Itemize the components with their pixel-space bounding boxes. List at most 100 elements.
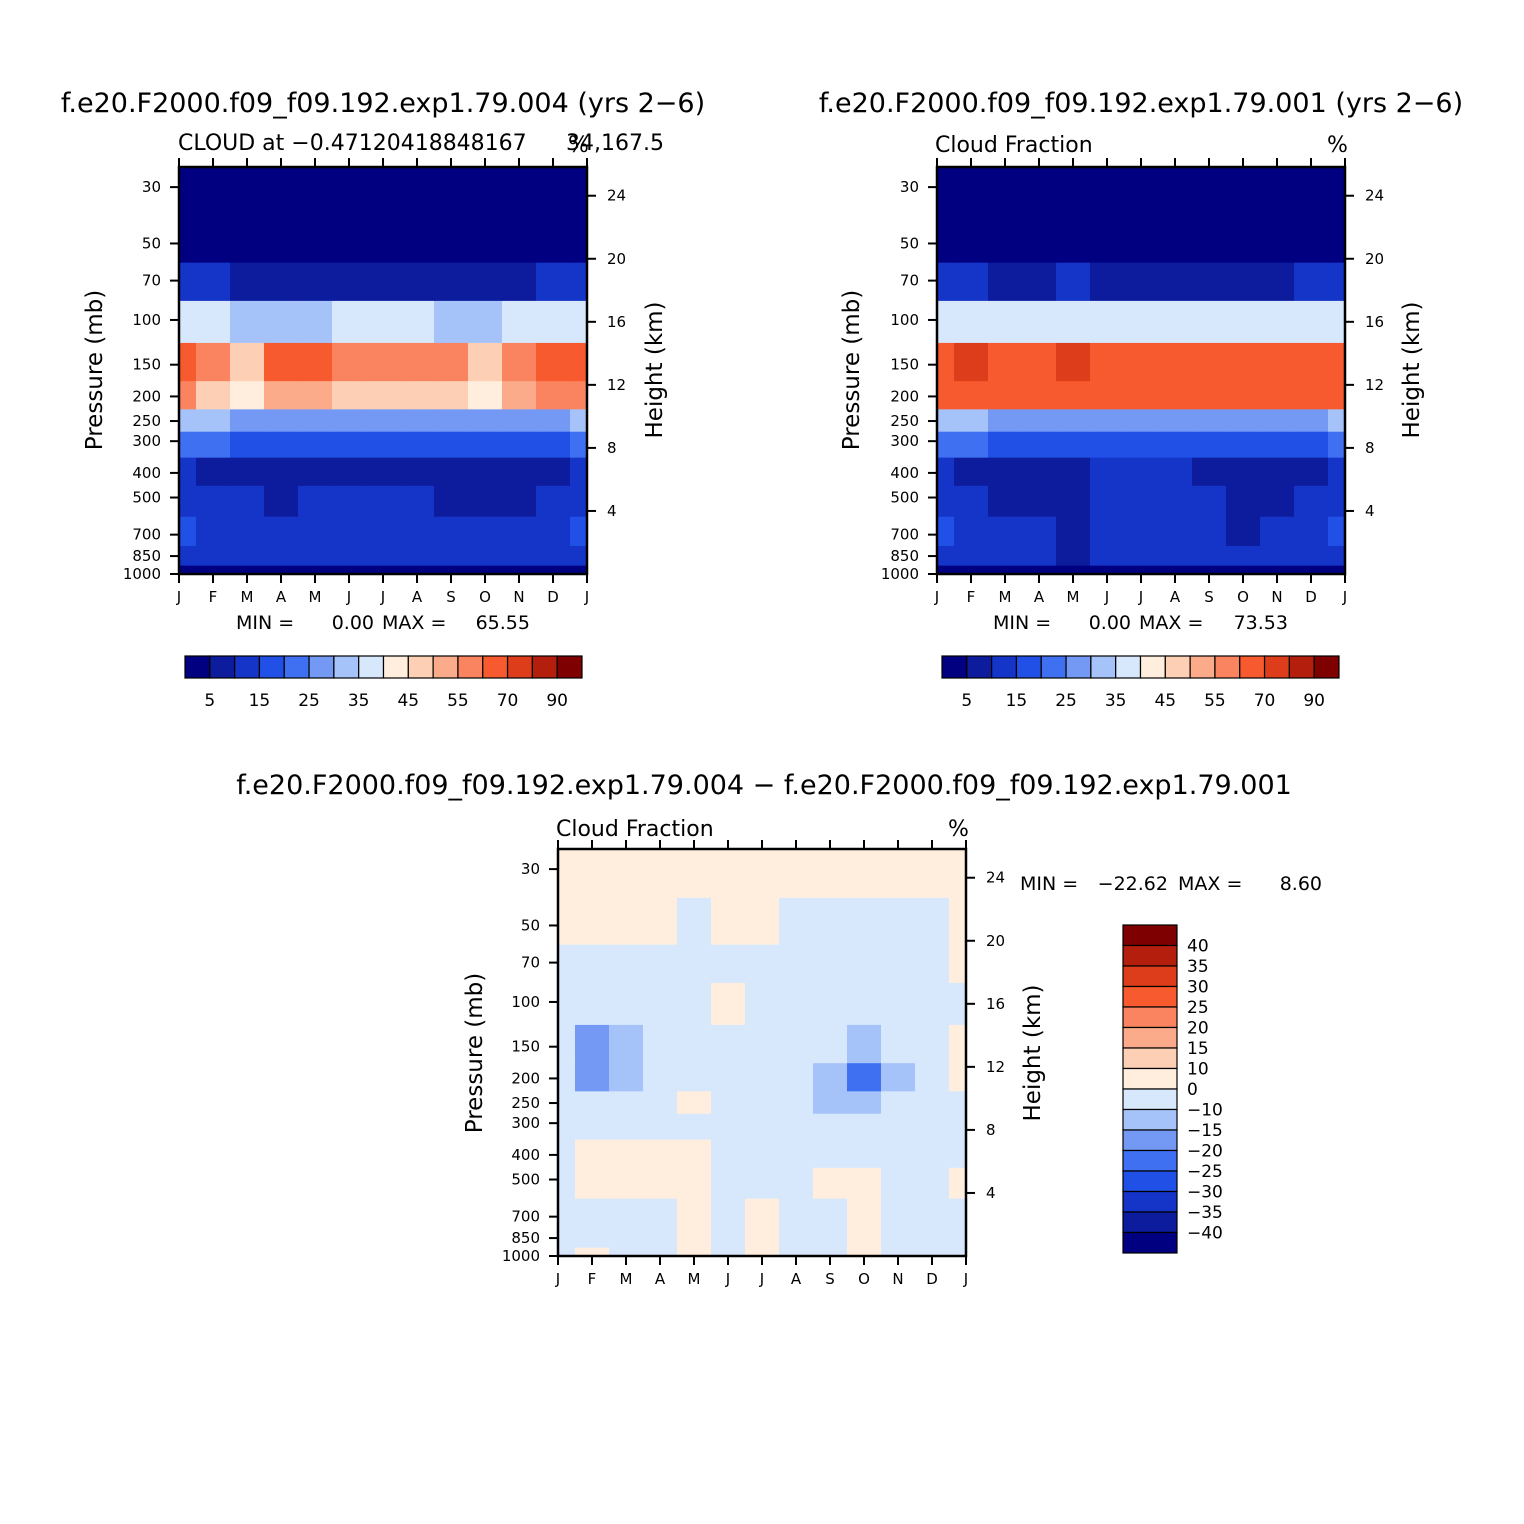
panel-1-colorbar: 5 15 25 35 45 55 70 90: [184, 655, 583, 711]
heatmap-cell: [1158, 457, 1193, 486]
heatmap-cell: [813, 1198, 848, 1228]
heatmap-cell: [779, 1024, 814, 1064]
y-tick-label: 300: [132, 432, 161, 450]
colorbar-swatch: [1015, 655, 1042, 679]
heatmap-cell: [881, 982, 916, 1025]
heatmap-cell: [1260, 485, 1295, 517]
y2-tick-label: 4: [986, 1184, 996, 1202]
heatmap-cell: [881, 1113, 916, 1140]
heatmap-cell: [1260, 408, 1295, 432]
colorbar-label: 45: [1154, 691, 1176, 711]
y2-tick-label: 12: [607, 376, 626, 394]
heatmap-cell: [366, 380, 401, 410]
colorbar-label: 90: [546, 691, 568, 711]
heatmap-cell: [264, 431, 299, 458]
heatmap-cell: [1022, 167, 1057, 216]
heatmap-cell: [468, 565, 503, 575]
heatmap-cell: [881, 1090, 916, 1114]
heatmap-cell: [937, 300, 955, 343]
heatmap-cell: [677, 1227, 712, 1248]
colorbar-label: 25: [1187, 998, 1209, 1018]
heatmap-cell: [711, 1139, 746, 1168]
heatmap-cell: [1260, 565, 1295, 575]
heatmap-cell: [954, 262, 989, 301]
colorbar-swatch: [1313, 655, 1340, 679]
colorbar-swatch: [457, 655, 484, 679]
y-tick-label: 100: [890, 311, 919, 329]
heatmap-cell: [179, 457, 197, 486]
colorbar-swatch: [1122, 1088, 1178, 1111]
colorbar-label: −25: [1187, 1162, 1223, 1182]
panel-2-plot-area: J F M A M J J A S O N D J 30 50 70 100 150 200 250 300 400 500…: [881, 158, 1384, 606]
heatmap-cell: [954, 485, 989, 517]
heatmap-cell: [745, 849, 780, 898]
heatmap-cell: [643, 1090, 678, 1114]
colorbar-label: 15: [1006, 691, 1028, 711]
heatmap-cell: [400, 215, 435, 263]
colorbar-label: 40: [1187, 937, 1209, 957]
heatmap-cell: [179, 565, 197, 575]
colorbar-swatch: [531, 655, 558, 679]
heatmap-cell: [264, 408, 299, 432]
y-tick-label: 100: [511, 993, 540, 1011]
heatmap-cell: [570, 380, 588, 410]
x-tick-label: A: [1034, 588, 1045, 606]
heatmap-cell: [230, 565, 265, 575]
heatmap-cell: [196, 545, 231, 566]
heatmap-cell: [711, 1062, 746, 1092]
panel-1-min-value: 0.00: [332, 612, 374, 634]
heatmap-cell: [468, 300, 503, 343]
heatmap-cell: [949, 1113, 967, 1140]
heatmap-cell: [502, 300, 537, 343]
heatmap-cell: [915, 1024, 950, 1064]
colorbar-swatch: [1122, 1006, 1178, 1029]
heatmap-cell: [332, 431, 367, 458]
heatmap-cell: [558, 1090, 576, 1114]
heatmap-cell: [813, 1024, 848, 1064]
x-tick-label: N: [1271, 588, 1282, 606]
heatmap-cell: [1260, 431, 1295, 458]
heatmap-cell: [179, 408, 197, 432]
heatmap-cell: [536, 262, 571, 301]
heatmap-cell: [1226, 457, 1261, 486]
heatmap-cell: [298, 380, 333, 410]
heatmap-cell: [230, 431, 265, 458]
heatmap-cell: [434, 431, 469, 458]
heatmap-cell: [847, 944, 882, 983]
heatmap-cell: [558, 944, 576, 983]
heatmap-cell: [298, 516, 333, 546]
panel-1-max-label: MAX =: [382, 612, 446, 634]
heatmap-cell: [400, 485, 435, 517]
heatmap-cell: [1056, 516, 1091, 546]
heatmap-cell: [366, 300, 401, 343]
colorbar-swatch: [1288, 655, 1315, 679]
panel-2-y2label: Height (km): [1399, 301, 1425, 438]
heatmap-cell: [575, 1090, 610, 1114]
heatmap-cell: [779, 1090, 814, 1114]
heatmap-cell: [954, 167, 989, 216]
heatmap-cell: [196, 408, 231, 432]
heatmap-cell: [1090, 565, 1125, 575]
x-tick-label: J: [1104, 588, 1109, 606]
heatmap-cell: [915, 1227, 950, 1248]
heatmap-cell: [366, 262, 401, 301]
heatmap-cell: [570, 516, 588, 546]
x-tick-label: A: [412, 588, 423, 606]
y-tick-label: 500: [890, 489, 919, 507]
heatmap-cell: [502, 565, 537, 575]
heatmap-cell: [1158, 431, 1193, 458]
colorbar-label: −40: [1187, 1224, 1223, 1244]
colorbar-swatch: [1122, 1170, 1178, 1193]
heatmap-cell: [988, 408, 1023, 432]
heatmap-cell: [366, 457, 401, 486]
colorbar-swatch: [432, 655, 459, 679]
heatmap-cell: [298, 167, 333, 216]
y-tick-label: 150: [132, 356, 161, 374]
heatmap-cell: [536, 300, 571, 343]
heatmap-cell: [434, 516, 469, 546]
heatmap-cell: [400, 565, 435, 575]
heatmap-cell: [1226, 380, 1261, 410]
heatmap-cell: [847, 982, 882, 1025]
x-tick-label: M: [309, 588, 322, 606]
heatmap-cell: [609, 1167, 644, 1199]
